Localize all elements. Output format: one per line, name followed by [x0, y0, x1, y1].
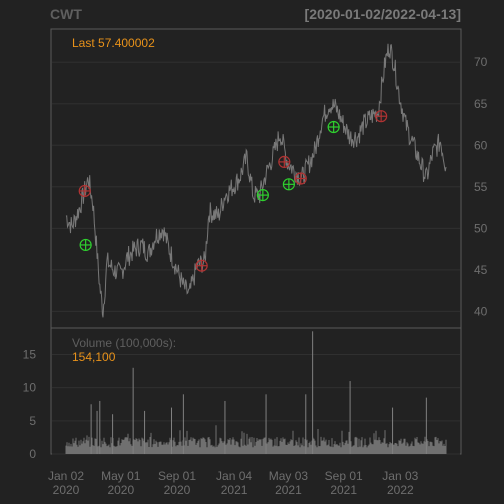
- x-tick-label: Jan 02: [48, 469, 84, 483]
- date-range: [2020-01-02/2022-04-13]: [305, 6, 461, 22]
- sell-marker: [375, 110, 388, 123]
- volume-axis: 0 5 10 15: [23, 348, 37, 461]
- sell-marker: [195, 259, 208, 272]
- x-tick-year: 2021: [275, 483, 302, 497]
- price-axis: 40 45 50 55 60 65 70: [474, 55, 488, 318]
- volume-panel: 0 5 10 15 Volume (100,000s): 154,100: [23, 327, 462, 461]
- x-tick-label: Sep 01: [158, 469, 196, 483]
- trade-markers: [78, 110, 388, 272]
- price-tick-label: 60: [474, 138, 488, 152]
- last-price-label: Last 57.400002: [72, 36, 155, 50]
- volume-bars: [65, 331, 447, 454]
- x-tick-year: 2020: [107, 483, 134, 497]
- sell-marker: [294, 172, 307, 185]
- price-tick-label: 55: [474, 180, 488, 194]
- volume-baseline-bars: [65, 425, 447, 454]
- price-tick-label: 40: [474, 304, 488, 318]
- price-tick-label: 70: [474, 55, 488, 69]
- x-tick-label: Jan 04: [216, 469, 252, 483]
- volume-label: Volume (100,000s):: [72, 336, 176, 350]
- x-tick-label: May 03: [269, 469, 309, 483]
- volume-tick-label: 0: [29, 447, 36, 461]
- price-line: [65, 43, 447, 318]
- x-tick-label: Jan 03: [382, 469, 418, 483]
- price-grid: [52, 61, 460, 312]
- buy-marker: [327, 120, 340, 134]
- buy-marker: [256, 189, 269, 202]
- buy-marker: [282, 178, 295, 191]
- x-tick-label: May 01: [101, 469, 141, 483]
- price-tick-label: 50: [474, 221, 488, 235]
- price-panel: 40 45 50 55 60 65 70 Last 57.400002: [50, 28, 488, 329]
- sell-marker: [278, 155, 291, 168]
- price-tick-label: 65: [474, 97, 488, 111]
- x-tick-label: Sep 01: [325, 469, 363, 483]
- x-tick-year: 2022: [387, 483, 414, 497]
- volume-tick-label: 10: [23, 381, 37, 395]
- x-tick-year: 2021: [330, 483, 357, 497]
- price-frame: [50, 28, 462, 329]
- volume-tick-label: 5: [29, 414, 36, 428]
- x-tick-year: 2021: [221, 483, 248, 497]
- volume-tick-label: 15: [23, 348, 37, 362]
- x-tick-year: 2020: [53, 483, 80, 497]
- volume-last-label: 154,100: [72, 350, 116, 364]
- x-tick-year: 2020: [164, 483, 191, 497]
- buy-marker: [79, 238, 92, 252]
- chart-title: CWT: [50, 6, 82, 22]
- sell-marker: [78, 184, 91, 198]
- price-tick-label: 45: [474, 263, 488, 277]
